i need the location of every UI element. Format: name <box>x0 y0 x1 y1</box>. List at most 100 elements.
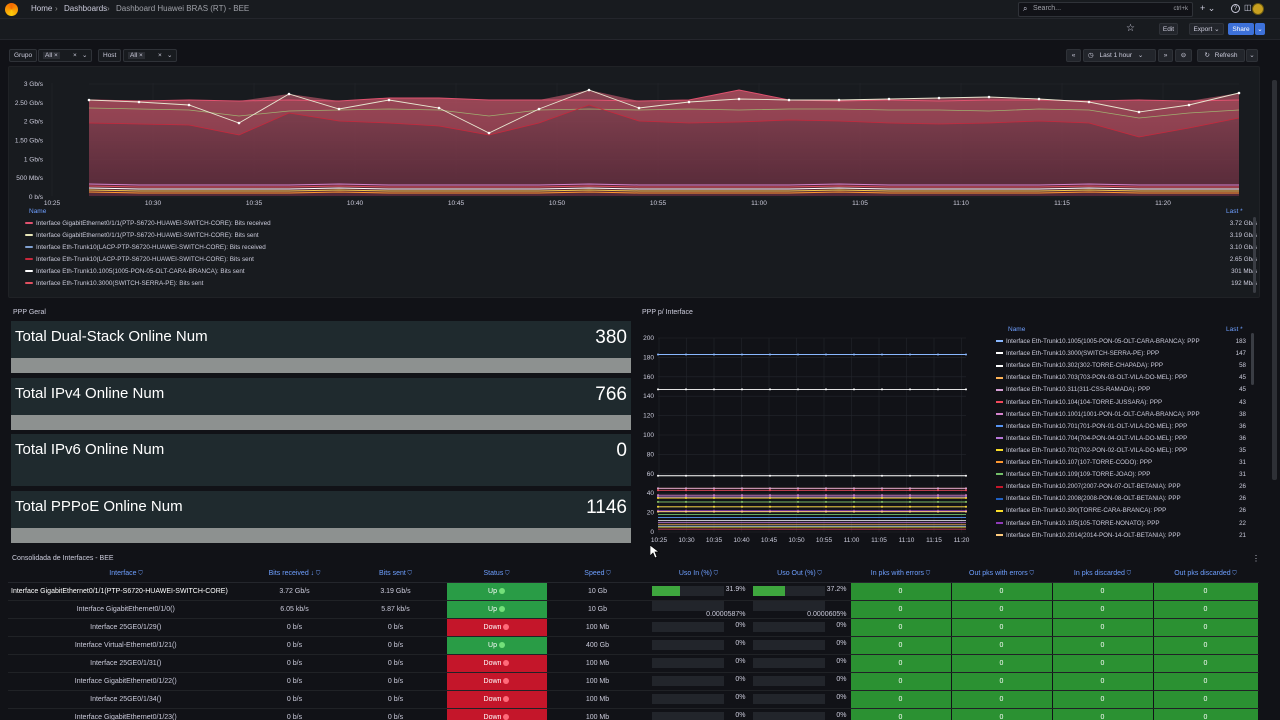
export-button[interactable]: Export ⌄ <box>1189 23 1224 35</box>
column-header[interactable]: Bits sent ⛉ <box>345 567 446 583</box>
sort-desc-icon[interactable]: ↓ <box>308 570 315 578</box>
table-row[interactable]: Interface Virtual-Ethernet0/1/21() 0 b/s 0… <box>8 636 1259 655</box>
clear-icon[interactable]: × <box>73 52 77 59</box>
filter-icon[interactable]: ⛉ <box>314 571 321 578</box>
ppp-legend-item[interactable]: Interface Eth-Trunk10.311(311-CSS-RAMADA… <box>996 384 1248 396</box>
legend-item[interactable]: Interface Eth-Trunk10.1005(1005-PON-05-O… <box>25 266 1257 278</box>
legend-scrollbar[interactable] <box>1253 217 1256 293</box>
column-header[interactable]: Out pks discarded ⛉ <box>1153 567 1258 583</box>
filter-icon[interactable]: ⛉ <box>711 571 719 578</box>
cell-value: 0 <box>999 713 1004 720</box>
ppp-legend-item[interactable]: Interface Eth-Trunk10.3000(SWITCH-SERRA-… <box>996 348 1248 360</box>
column-header[interactable]: Out pks with errors ⛉ <box>951 567 1052 583</box>
table-row[interactable]: Interface GigabitEthernet0/1/22() 0 b/s 0 … <box>8 672 1259 691</box>
column-header[interactable]: Speed ⛉ <box>547 567 648 583</box>
zoom-out-icon[interactable]: ⊖ <box>1175 49 1192 62</box>
refresh-button[interactable]: ↻ Refresh <box>1197 49 1245 62</box>
search-box[interactable]: ⌕ Search... ctrl+k <box>1018 2 1193 17</box>
grupo-chip[interactable]: All × <box>43 52 60 59</box>
legend-item[interactable]: Interface Eth-Trunk10.3000(SWITCH-SERRA-… <box>25 278 1257 290</box>
ppp-legend-item[interactable]: Interface Eth-Trunk10.300(TORRE-CARA-BRA… <box>996 505 1248 517</box>
time-back-icon[interactable]: « <box>1066 49 1081 62</box>
ppp-legend-item[interactable]: Interface Eth-Trunk10.302(302-TORRE-CHAP… <box>996 360 1248 372</box>
y-tick-label: 2 Gb/s <box>24 119 44 126</box>
panel-menu-icon[interactable]: ⋮ <box>1252 554 1260 563</box>
ppp-legend-last-header[interactable]: Last * <box>1226 326 1243 333</box>
grafana-logo-icon[interactable] <box>5 3 18 16</box>
ppp-legend-item[interactable]: Interface Eth-Trunk10.2007(2007-PON-07-O… <box>996 481 1248 493</box>
table-row[interactable]: Interface 25GE0/1/31() 0 b/s 0 b/s Down 100 … <box>8 654 1259 673</box>
avatar[interactable] <box>1252 3 1264 15</box>
table-row[interactable]: Interface GigabitEthernet0/1/0() 6.05 kb/… <box>8 600 1259 619</box>
ppp-legend-item[interactable]: Interface Eth-Trunk10.104(104-TORRE-JUSS… <box>996 397 1248 409</box>
legend-last-header[interactable]: Last * <box>1226 208 1243 215</box>
legend-item[interactable]: Interface Eth-Trunk10(LACP-PTP-S6720-HUA… <box>25 242 1257 254</box>
help-icon[interactable]: ? <box>1231 4 1240 13</box>
share-button[interactable]: Share <box>1228 23 1254 35</box>
ppp-legend-item[interactable]: Interface Eth-Trunk10.2014(2014-PON-14-O… <box>996 530 1248 542</box>
breadcrumb-dashboards[interactable]: Dashboards <box>64 4 108 13</box>
time-range-label: Last 1 hour <box>1099 52 1133 59</box>
share-menu-chevron-icon[interactable]: ⌄ <box>1255 23 1265 35</box>
filter-icon[interactable]: ⛉ <box>1230 571 1237 578</box>
ppp-data-point <box>741 474 743 477</box>
time-forward-icon[interactable]: » <box>1158 49 1173 62</box>
edit-button[interactable]: Edit <box>1159 23 1178 35</box>
table-row[interactable]: Interface 25GE0/1/29() 0 b/s 0 b/s Down 100 … <box>8 618 1259 637</box>
host-select[interactable]: All × × ⌄ <box>123 49 177 62</box>
ppp-legend-item[interactable]: Interface Eth-Trunk10.703(703-PON-03-OLT… <box>996 372 1248 384</box>
filter-icon[interactable]: ⛉ <box>924 571 931 578</box>
ppp-legend-item[interactable]: Interface Eth-Trunk10.702(702-PON-02-OLT… <box>996 445 1248 457</box>
page-scrollbar[interactable] <box>1272 80 1277 480</box>
column-header[interactable]: Status ⛉ <box>446 567 547 583</box>
time-range-picker[interactable]: ◷ Last 1 hour ⌄ <box>1083 49 1156 62</box>
ppp-legend-item[interactable]: Interface Eth-Trunk10.1005(1005-PON-05-O… <box>996 336 1248 348</box>
add-icon[interactable]: + ⌄ <box>1200 3 1216 13</box>
ppp-legend-name-header[interactable]: Name <box>1008 326 1026 333</box>
column-header[interactable]: Interface ⛉ <box>8 567 244 583</box>
star-icon[interactable]: ☆ <box>1126 23 1135 34</box>
ppp-data-point <box>881 510 883 513</box>
refresh-interval-chevron-icon[interactable]: ⌄ <box>1246 49 1258 62</box>
table-row[interactable]: Interface 25GE0/1/34() 0 b/s 0 b/s Down 100 … <box>8 690 1259 709</box>
filter-icon[interactable]: ⛉ <box>1124 571 1132 578</box>
breadcrumb-home[interactable]: Home <box>31 4 53 13</box>
legend-item[interactable]: Interface GigabitEthernet0/1/1(PTP-S6720… <box>25 230 1257 242</box>
filter-icon[interactable]: ⛉ <box>503 571 510 578</box>
host-chip[interactable]: All × <box>128 52 145 59</box>
ppp-legend-item[interactable]: Interface Eth-Trunk10.109(109-TORRE-JOAO… <box>996 469 1248 481</box>
ppp-legend-item[interactable]: Interface Eth-Trunk10.2008(2008-PON-08-O… <box>996 493 1248 505</box>
legend-item[interactable]: Interface GigabitEthernet0/1/1(PTP-S6720… <box>25 218 1257 230</box>
ppp-legend-item[interactable]: Interface Eth-Trunk10.1001(1001-PON-01-O… <box>996 409 1248 421</box>
filter-icon[interactable]: ⛉ <box>405 571 413 578</box>
cell-iface: Interface GigabitEthernet0/1/23() <box>8 708 245 720</box>
column-header[interactable]: Uso In (%) ⛉ <box>648 567 749 583</box>
ppp-legend-item[interactable]: Interface Eth-Trunk10.704(704-PON-04-OLT… <box>996 433 1248 445</box>
filter-icon[interactable]: ⛉ <box>815 571 822 578</box>
stat-card[interactable]: Total IPv4 Online Num 766 <box>11 378 631 430</box>
column-header[interactable]: In pks with errors ⛉ <box>850 567 951 583</box>
news-icon[interactable]: ◫ <box>1244 3 1252 12</box>
ppp-legend-item[interactable]: Interface Eth-Trunk10.107(107-TORRE-CODO… <box>996 457 1248 469</box>
table-row[interactable]: Interface GigabitEthernet0/1/23() 0 b/s 0 … <box>8 708 1259 720</box>
stat-card[interactable]: Total PPPoE Online Num 1146 <box>11 491 631 543</box>
cell-value: 0 <box>898 623 903 631</box>
column-header[interactable]: In pks discarded ⛉ <box>1052 567 1153 583</box>
filter-icon[interactable]: ⛉ <box>604 571 611 578</box>
chevron-down-icon[interactable]: ⌄ <box>82 52 88 59</box>
stat-card[interactable]: Total Dual-Stack Online Num 380 <box>11 321 631 373</box>
table-row[interactable]: Interface GigabitEthernet0/1/1(PTP-S6720… <box>8 582 1259 601</box>
legend-name-header[interactable]: Name <box>29 208 47 215</box>
ppp-legend-item[interactable]: Interface Eth-Trunk10.701(701-PON-01-OLT… <box>996 421 1248 433</box>
filter-icon[interactable]: ⛉ <box>136 571 143 578</box>
filter-icon[interactable]: ⛉ <box>1027 571 1034 578</box>
stat-card[interactable]: Total IPv6 Online Num 0 <box>11 434 631 486</box>
grupo-select[interactable]: All × × ⌄ <box>38 49 92 62</box>
column-header[interactable]: Uso Out (%) ⛉ <box>749 567 850 583</box>
legend-item[interactable]: Interface Eth-Trunk10(LACP-PTP-S6720-HUA… <box>25 254 1257 266</box>
ppp-legend-item[interactable]: Interface Eth-Trunk10.105(105-TORRE-NONA… <box>996 518 1248 530</box>
column-header[interactable]: Bits received ↓ ⛉ <box>244 567 345 583</box>
ppp-legend-scrollbar[interactable] <box>1251 333 1254 385</box>
chevron-down-icon[interactable]: ⌄ <box>167 52 173 59</box>
clear-icon[interactable]: × <box>158 52 162 59</box>
